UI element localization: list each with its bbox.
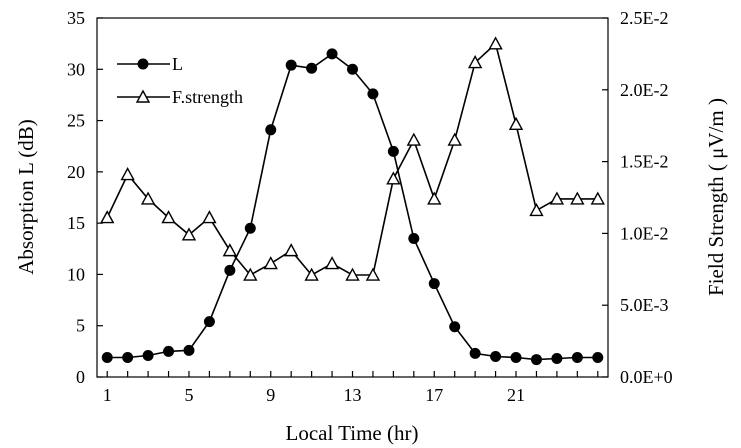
series-fstrength-point (243, 267, 258, 281)
legend-fstrength-label: F.strength (172, 87, 243, 107)
series-l-point (469, 347, 481, 359)
y-left-tick-label: 5 (76, 316, 85, 336)
y-left-tick-label: 20 (67, 162, 85, 182)
series-l-point (326, 48, 338, 60)
x-tick-label: 21 (507, 385, 525, 405)
series-l-point (244, 222, 256, 234)
series-l-point (408, 233, 420, 245)
legend: L F.strength (117, 54, 243, 107)
series-l-point (142, 349, 154, 361)
y-right-tick-label: 2.5E-2 (620, 8, 669, 28)
series-l-point (163, 345, 175, 357)
x-tick-label: 1 (103, 385, 112, 405)
y-left-tick-label: 35 (67, 8, 85, 28)
series-fstrength-point (570, 191, 585, 205)
y-right-tick-label: 2.0E-2 (620, 80, 669, 100)
series-l-point (306, 62, 318, 74)
x-tick-label: 9 (266, 385, 275, 405)
series-fstrength-point (120, 167, 135, 181)
series-l-point (285, 59, 297, 71)
series-fstrength-point (365, 267, 381, 281)
y-right-tick-label: 1.5E-2 (620, 152, 669, 172)
series-l-point (183, 344, 195, 356)
legend-l-marker (137, 58, 149, 70)
series-fstrength-point (549, 191, 565, 205)
x-tick-label: 13 (344, 385, 362, 405)
x-axis-title: Local Time (hr) (286, 421, 419, 445)
series-l-point (530, 354, 542, 366)
series-fstrength-point (222, 243, 238, 257)
series-l-point (592, 352, 604, 364)
series-fstrength-point (447, 132, 462, 146)
series-l-point (490, 350, 502, 362)
y-left-tick-label: 30 (67, 59, 85, 79)
series-l-point (387, 145, 399, 157)
series-layer (100, 36, 605, 366)
series-fstrength-point (100, 210, 115, 224)
y-left-tick-label: 25 (67, 111, 85, 131)
series-fstrength-point (406, 132, 421, 146)
series-fstrength-point (202, 210, 217, 224)
series-fstrength-point (386, 171, 401, 185)
series-fstrength-point (263, 256, 278, 270)
series-fstrength-point (345, 267, 360, 281)
series-l-point (428, 278, 440, 290)
y-axis-left-title: Absorption L (dB) (14, 119, 38, 275)
series-l-point (367, 88, 379, 100)
series-fstrength-point (304, 267, 319, 281)
y-right-tick-label: 5.0E-3 (620, 295, 669, 315)
series-l-point (551, 353, 563, 365)
series-fstrength-point (467, 55, 483, 69)
series-fstrength-point (590, 191, 605, 205)
x-tick-label: 17 (425, 385, 443, 405)
series-fstrength-point (161, 210, 176, 224)
series-l-point (265, 124, 277, 136)
labels: 1 5 9 13 17 21051015202530350.0E+05.0E-31.0E-… (67, 8, 673, 405)
series-l-point (203, 316, 215, 328)
series-fstrength-point (140, 191, 156, 205)
x-tick-label: 5 (184, 385, 193, 405)
series-fstrength-line (106, 42, 598, 277)
series-fstrength-point (508, 116, 524, 130)
legend-fstrength-marker (135, 89, 151, 103)
y-left-tick-label: 15 (67, 213, 85, 233)
series-l-point (510, 352, 522, 364)
series-l-point (571, 352, 583, 364)
y-right-tick-label: 0.0E+0 (620, 367, 673, 387)
y-left-tick-label: 0 (76, 367, 85, 387)
series-fstrength-point (529, 202, 544, 217)
series-fstrength-point (427, 191, 442, 205)
y-right-tick-label: 1.0E-2 (620, 223, 669, 243)
y-left-tick-label: 10 (67, 264, 85, 284)
legend-l-label: L (172, 54, 183, 74)
ticks (97, 17, 608, 378)
series-l-point (122, 352, 134, 364)
series-fstrength-point (181, 227, 197, 241)
series-l-point (101, 352, 113, 364)
y-axis-right-title: Field Strength ( μV/m ) (704, 98, 728, 296)
series-fstrength-point (324, 256, 340, 270)
series-l-point (224, 264, 236, 276)
series-fstrength-point (284, 243, 299, 257)
series-l-point (449, 321, 461, 333)
series-fstrength-point (488, 36, 503, 50)
series-l-point (347, 63, 358, 75)
